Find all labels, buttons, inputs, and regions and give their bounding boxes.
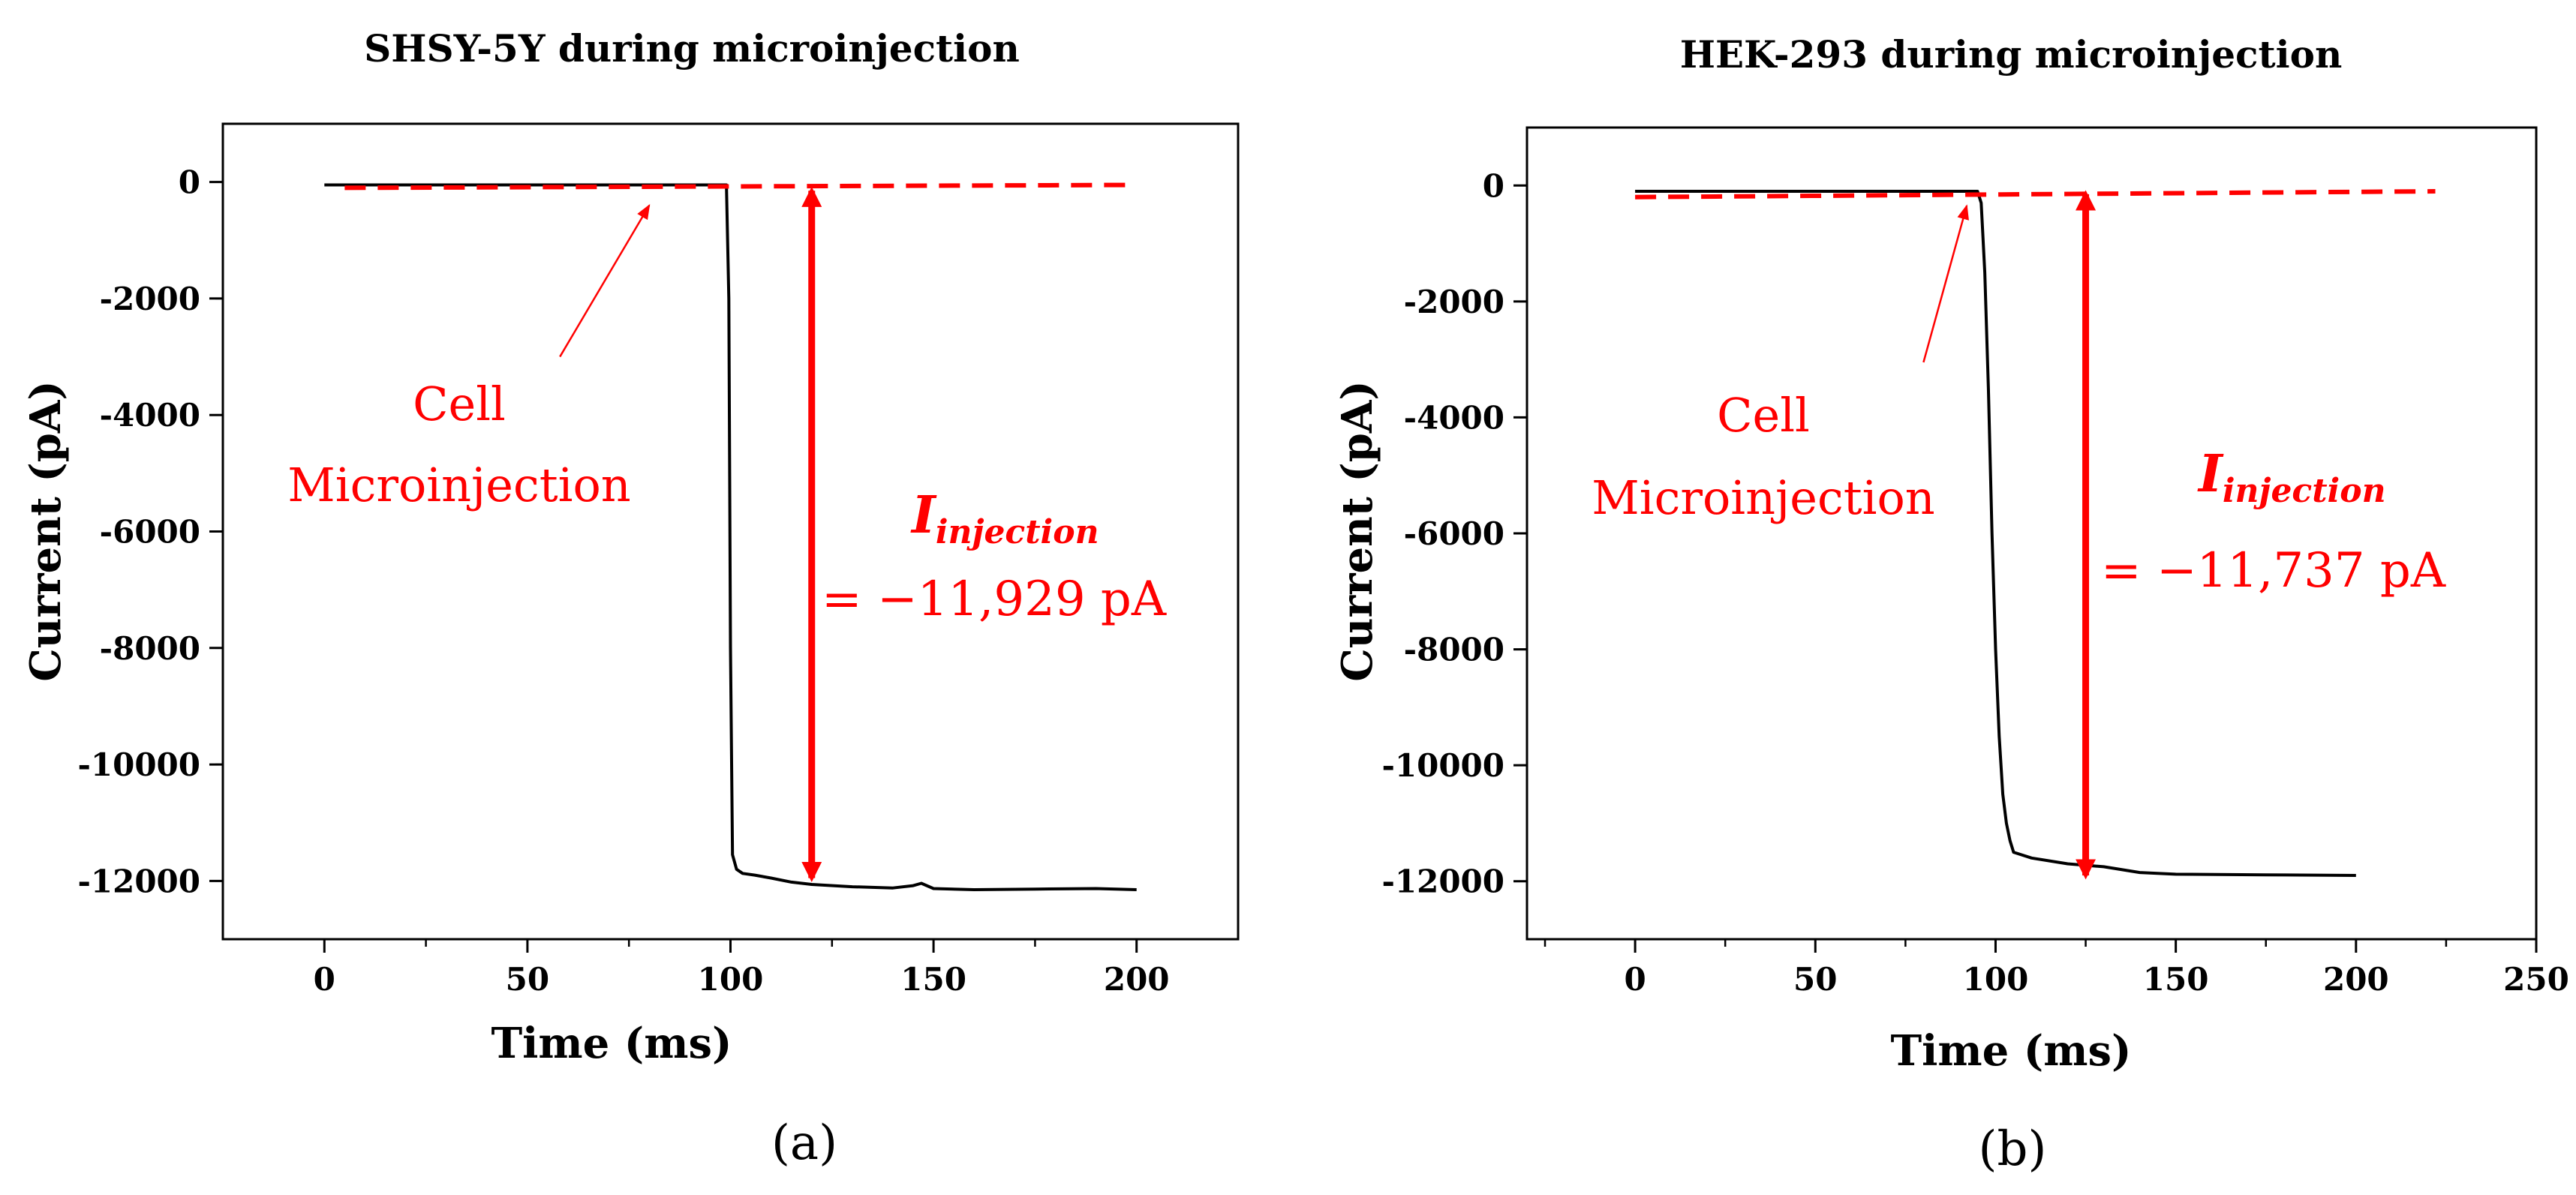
panel-a-baseline-dashed xyxy=(344,182,1137,191)
panel-b-annotation-cell: Cell xyxy=(1717,388,1810,443)
panel-a-y-axis-label: Current (pA) xyxy=(21,380,71,682)
panel-a-x-tick-label: 0 xyxy=(314,961,335,998)
panel-b-x-tick-label: 250 xyxy=(2503,961,2569,998)
panel-b-y-axis-label: Current (pA) xyxy=(1333,380,1382,682)
panel-a-y-tick-label: -12000 xyxy=(77,863,200,899)
panel-a-x-axis-label: Time (ms) xyxy=(491,1019,732,1068)
panel-b-annotation-microinjection: Microinjection xyxy=(1592,470,1934,525)
panel-b-x-tick-label: 100 xyxy=(1963,961,2029,998)
panel-a-y-tick-label: 0 xyxy=(179,164,200,201)
panel-b-injection-symbol: Iinjection xyxy=(2197,444,2386,510)
panel-b-y-tick-label: 0 xyxy=(1483,167,1504,204)
panel-b-x-tick-label: 200 xyxy=(2323,961,2389,998)
panel-b-injection-subscript: injection xyxy=(2223,472,2386,510)
panel-a-injection-symbol: Iinjection xyxy=(910,485,1099,551)
panel-b-title: HEK-293 during microinjection xyxy=(1680,32,2343,77)
panel-a: SHSY-5Y during microinjection 0 50 100 150 2… xyxy=(21,26,1240,1171)
panel-b-y-tick-label: -6000 xyxy=(1404,515,1504,552)
panel-b-injection-value: = −11,737 pA xyxy=(2101,543,2446,599)
panel-a-y-tick-label: -2000 xyxy=(100,281,200,317)
panel-b-label: (b) xyxy=(1979,1121,2047,1177)
panel-b-x-axis-label: Time (ms) xyxy=(1890,1026,2131,1076)
panel-b-y-tick-label: -10000 xyxy=(1381,747,1504,784)
panel-b-x-tick-label: 50 xyxy=(1793,961,1837,998)
panel-a-annotation-microinjection: Microinjection xyxy=(287,458,630,512)
panel-b-plot: 0 50 100 150 200 250 0 -2000 -4000 -6000 -8000 -100… xyxy=(1381,126,2569,998)
panel-a-injection-value: = −11,929 pA xyxy=(822,572,1167,627)
panel-a-current-trace xyxy=(324,183,1137,891)
panel-a-y-tick-label: -4000 xyxy=(100,397,200,434)
panel-b-plot-frame xyxy=(1525,126,2538,941)
panel-a-y-tick-label: -6000 xyxy=(100,514,200,551)
panel-b-y-tick-label: -4000 xyxy=(1404,399,1504,436)
panel-b-baseline-dashed xyxy=(1635,189,2436,200)
panel-a-injection-i: I xyxy=(910,485,937,545)
panel-b-current-trace xyxy=(1635,190,2356,877)
panel-a-x-tick-label: 100 xyxy=(698,961,764,998)
panel-a-y-tick-label: -8000 xyxy=(100,630,200,667)
panel-a-x-tick-label: 50 xyxy=(506,961,549,998)
panel-b-y-tick-label: -2000 xyxy=(1404,284,1504,320)
panel-b-y-tick-label: -12000 xyxy=(1381,863,1504,900)
panel-b-injection-i: I xyxy=(2197,444,2224,504)
panel-b-y-tick-label: -8000 xyxy=(1404,632,1504,668)
panel-a-title: SHSY-5Y during microinjection xyxy=(364,26,1020,71)
panel-a-pointer-arrow xyxy=(559,203,651,358)
panel-b: HEK-293 during microinjection 0 50 100 150 2… xyxy=(1333,32,2569,1177)
panel-a-annotation-cell: Cell xyxy=(413,377,506,431)
panel-a-x-tick-label: 200 xyxy=(1104,961,1170,998)
panel-a-injection-subscript: injection xyxy=(936,513,1099,551)
panel-b-x-tick-label: 150 xyxy=(2143,961,2209,998)
panel-a-label: (a) xyxy=(771,1115,837,1171)
panel-a-x-tick-label: 150 xyxy=(900,961,966,998)
panel-a-plot: 0 50 100 150 200 0 -2000 -4000 -6000 -8000 -10000 -… xyxy=(77,122,1240,998)
panel-a-y-tick-label: -10000 xyxy=(77,746,200,783)
panel-b-pointer-arrow xyxy=(1922,204,1969,363)
panel-b-x-tick-label: 0 xyxy=(1624,961,1646,998)
